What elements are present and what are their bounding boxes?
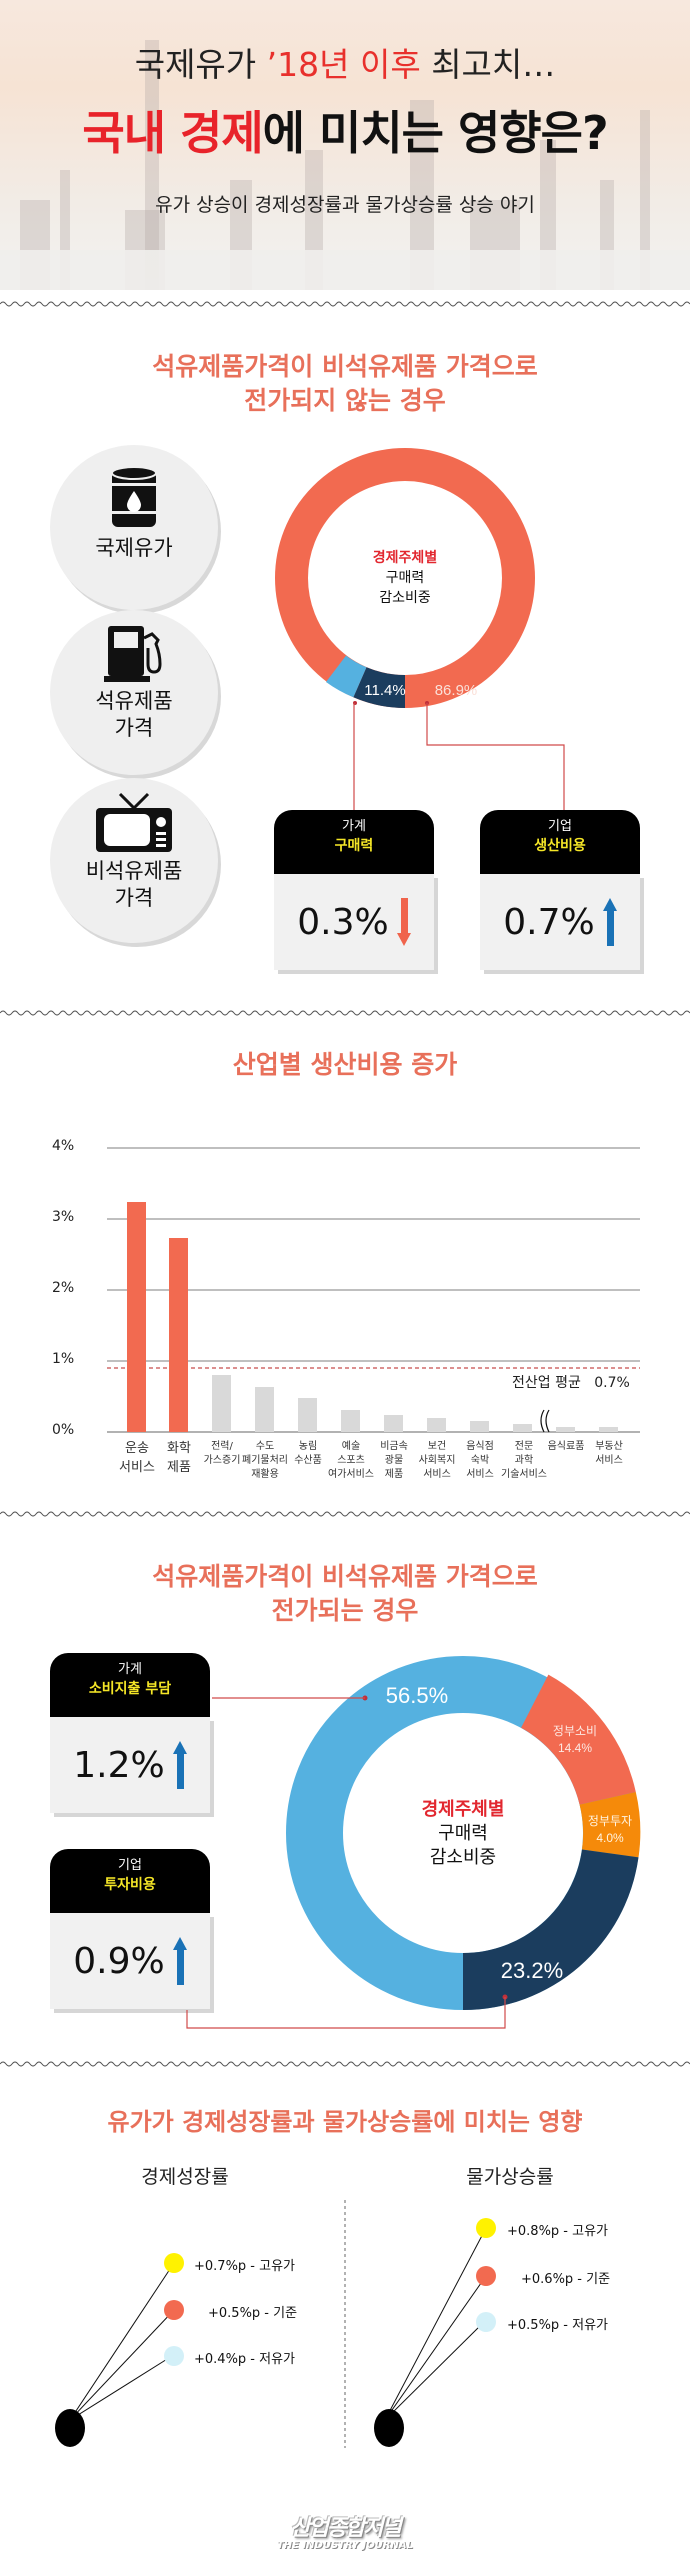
circle-label: 가격	[114, 886, 154, 910]
firm-investment-cost-card: 기업 투자비용 0.9%	[50, 1849, 210, 2009]
section4-title: 유가가 경제성장률과 물가상승률에 미치는 영향	[107, 2108, 583, 2136]
origin-dot	[55, 2409, 85, 2447]
high-oil-dot	[164, 2253, 184, 2273]
intl-oil-price-circle: 국제유가	[50, 445, 218, 610]
card-value: 1.2%	[73, 1744, 165, 1786]
card-value: 0.9%	[73, 1940, 165, 1982]
circle-label: 비석유제품	[85, 859, 183, 883]
high-oil-dot	[476, 2218, 496, 2238]
x-label: 운송 서비스	[119, 1441, 155, 1475]
low-oil-dot	[476, 2312, 496, 2332]
connector-lines-2	[186, 1697, 506, 2029]
x-label: 비금속 광물 제품	[380, 1441, 408, 1480]
firm-share-label: 86.9%	[435, 682, 478, 699]
x-label: 보건 사회복지 서비스	[418, 1441, 456, 1480]
axis-break-icon	[540, 1409, 550, 1433]
hero-headline-1: 국제유가 ’18년 이후 최고치…	[134, 45, 556, 84]
wave-divider	[0, 2061, 690, 2067]
oil-barrel-icon	[110, 466, 158, 527]
hero-headline-2: 국내 경제에 미치는 영향은?	[82, 106, 608, 160]
y-tick: 2%	[52, 1280, 75, 1296]
petroleum-price-circle: 석유제품 가격	[50, 610, 218, 775]
y-tick: 1%	[52, 1351, 75, 1367]
x-label: 화학 제품	[167, 1441, 191, 1475]
cpi-low-oil-label: +0.5%p - 저유가	[507, 2318, 609, 2333]
gov-investment-share-label: 4.0%	[596, 1831, 624, 1845]
x-label: 수도 폐기물처리 재활용	[242, 1441, 288, 1480]
x-label: 부동산 서비스	[595, 1441, 623, 1466]
arrow-up-icon	[172, 1741, 187, 1789]
household-purchasing-power-card: 가계 구매력 0.3%	[274, 810, 434, 970]
donut2-center-text: 경제주체별 구매력 감소비중	[421, 1799, 505, 1868]
gov-consumption-share-label: 14.4%	[558, 1741, 592, 1755]
impact-diagram	[55, 2200, 496, 2448]
arrow-up-icon	[172, 1937, 187, 1985]
inflation-heading: 물가상승률	[466, 2166, 554, 2188]
circle-label: 석유제품	[95, 689, 173, 713]
base-dot	[164, 2300, 184, 2320]
y-tick: 3%	[52, 1209, 75, 1225]
arrow-up-icon	[602, 898, 617, 946]
wave-divider	[0, 1511, 690, 1517]
gov-consumption-name: 정부소비	[553, 1724, 597, 1738]
gdp-growth-heading: 경제성장률	[141, 2166, 229, 2188]
donut1-center-text: 경제주체별 구매력 감소비중	[372, 550, 438, 606]
gdp-base-label: +0.5%p - 기준	[208, 2306, 298, 2321]
hero-subtitle: 유가 상승이 경제성장률과 물가상승률 상승 야기	[155, 194, 535, 216]
x-label: 전문 과학 기술서비스	[501, 1441, 547, 1480]
cpi-base-label: +0.6%p - 기준	[521, 2272, 611, 2287]
circle-label: 국제유가	[95, 536, 173, 560]
firm-production-cost-card: 기업 생산비용 0.7%	[480, 810, 640, 970]
wave-divider	[0, 1010, 690, 1016]
non-petroleum-price-circle: 비석유제품 가격	[50, 778, 218, 943]
section2-title: 산업별 생산비용 증가	[232, 1050, 458, 1079]
origin-dot	[374, 2409, 404, 2447]
x-label: 예술 스포츠 여가서비스	[328, 1441, 374, 1480]
household-share-label: 56.5%	[386, 1683, 448, 1708]
average-label: 전산업 평균 0.7%	[512, 1375, 630, 1391]
low-oil-dot	[164, 2346, 184, 2366]
hero-banner	[0, 0, 690, 290]
gas-pump-icon	[104, 626, 162, 682]
card-value: 0.3%	[297, 901, 389, 943]
x-label: 농림 수산품	[294, 1441, 322, 1466]
y-tick: 4%	[52, 1138, 75, 1154]
circle-label: 가격	[114, 716, 154, 740]
gov-investment-name: 정부투자	[588, 1814, 632, 1828]
gdp-low-oil-label: +0.4%p - 저유가	[194, 2352, 296, 2367]
x-label: 음식료품	[547, 1441, 585, 1452]
donut-chart-no-pass-through: 11.4% 86.9%	[275, 448, 535, 708]
donut-chart-pass-through: 56.5% 정부소비 14.4% 정부투자 4.0% 23.2%	[286, 1656, 641, 2011]
card-value: 0.7%	[503, 901, 595, 943]
cpi-high-oil-label: +0.8%p - 고유가	[507, 2224, 609, 2239]
base-dot	[476, 2266, 496, 2286]
connector-lines-1	[353, 703, 565, 810]
x-label: 음식점 숙박 서비스	[466, 1441, 494, 1480]
household-spending-burden-card: 가계 소비지출 부담 1.2%	[50, 1653, 210, 1813]
tv-icon	[96, 792, 172, 852]
arrow-down-icon	[396, 898, 411, 946]
y-tick: 0%	[52, 1422, 75, 1438]
gdp-high-oil-label: +0.7%p - 고유가	[194, 2259, 296, 2274]
section3-title: 석유제품가격이 비석유제품 가격으로 전가되는 경우	[152, 1562, 538, 1625]
industry-cost-bar-chart	[107, 1147, 640, 1433]
wave-divider	[0, 301, 690, 307]
publisher-logo: 산업종합저널 THE INDUSTRY JOURNAL	[276, 2516, 414, 2551]
x-label: 전력/ 가스증기	[203, 1441, 241, 1466]
section1-title: 석유제품가격이 비석유제품 가격으로 전가되지 않는 경우	[152, 352, 538, 415]
household-share-label: 11.4%	[364, 682, 405, 699]
firm-share-label: 23.2%	[501, 1958, 563, 1983]
